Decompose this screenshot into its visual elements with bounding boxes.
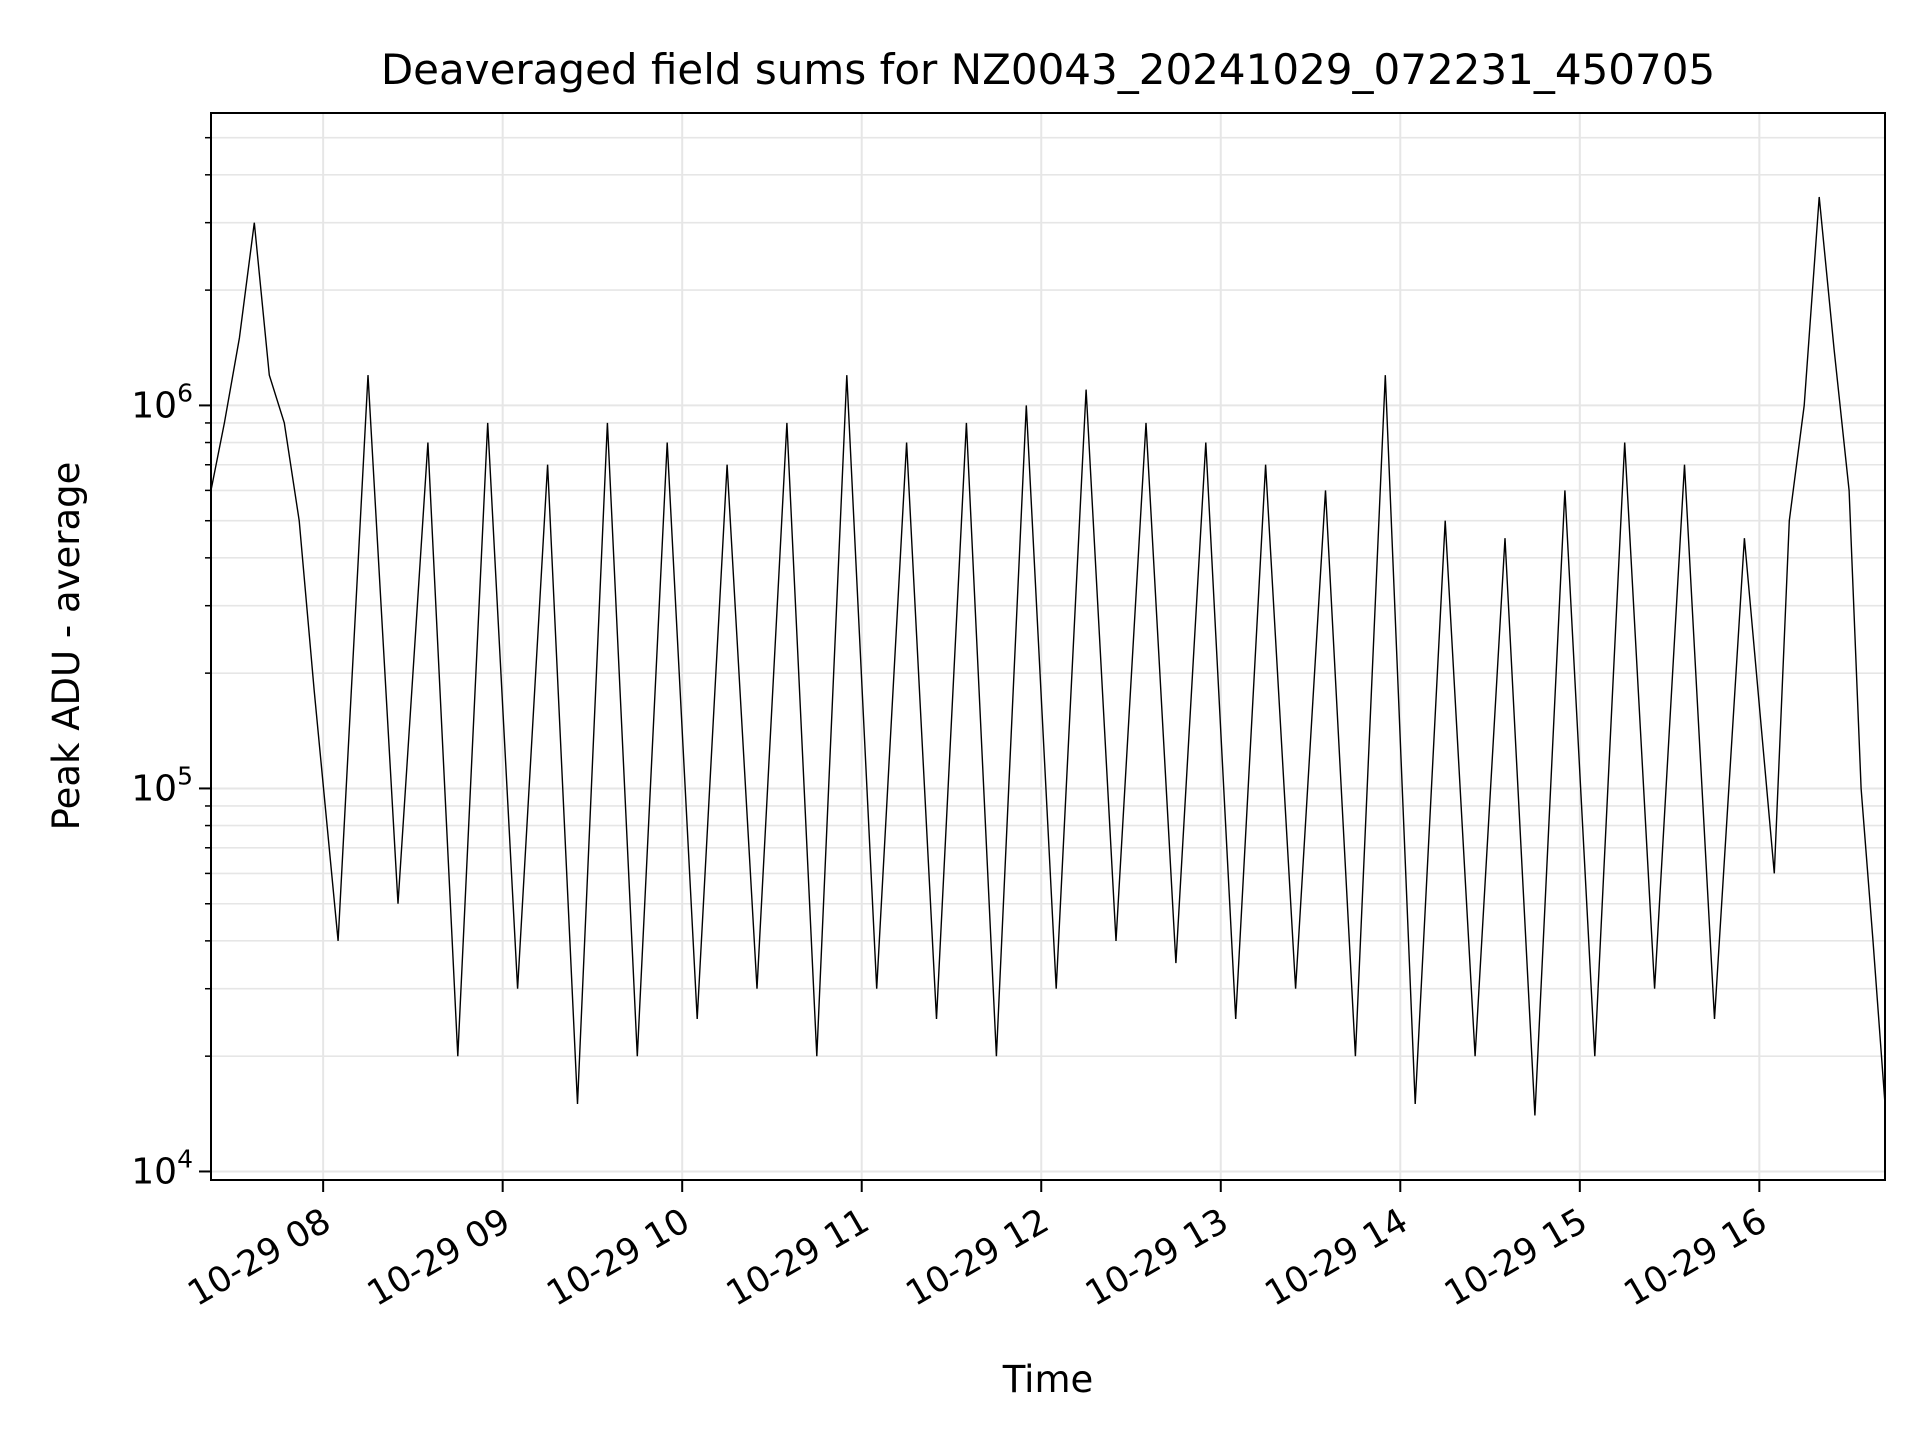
x-tick-label: 10-29 16 xyxy=(1618,1201,1774,1314)
y-axis-label: Peak ADU - average xyxy=(45,462,88,831)
x-tick-label: 10-29 13 xyxy=(1079,1201,1235,1314)
x-tick-label: 10-29 15 xyxy=(1438,1201,1594,1314)
grid-layer xyxy=(211,113,1885,1180)
series-layer xyxy=(210,196,1886,1116)
x-tick-label: 10-29 09 xyxy=(361,1201,517,1314)
y-tick-label: 104 xyxy=(131,1144,193,1192)
x-tick-label: 10-29 10 xyxy=(540,1201,696,1314)
x-tick-label: 10-29 14 xyxy=(1258,1201,1414,1314)
x-tick-label: 10-29 12 xyxy=(899,1201,1055,1314)
x-tick-label: 10-29 08 xyxy=(181,1201,337,1314)
x-tick-label: 10-29 11 xyxy=(720,1201,876,1314)
y-tick-label: 105 xyxy=(131,761,193,809)
plot-frame xyxy=(210,112,1886,1181)
chart-title: Deaveraged field sums for NZ0043_2024102… xyxy=(381,45,1715,94)
y-tick-label: 106 xyxy=(131,378,193,426)
series-line xyxy=(210,196,1886,1116)
tick-layer: 10-29 08 10-29 09 10-29 10 10-29 11 10-29 12… xyxy=(131,136,1774,1314)
x-axis-label: Time xyxy=(1002,1358,1094,1401)
